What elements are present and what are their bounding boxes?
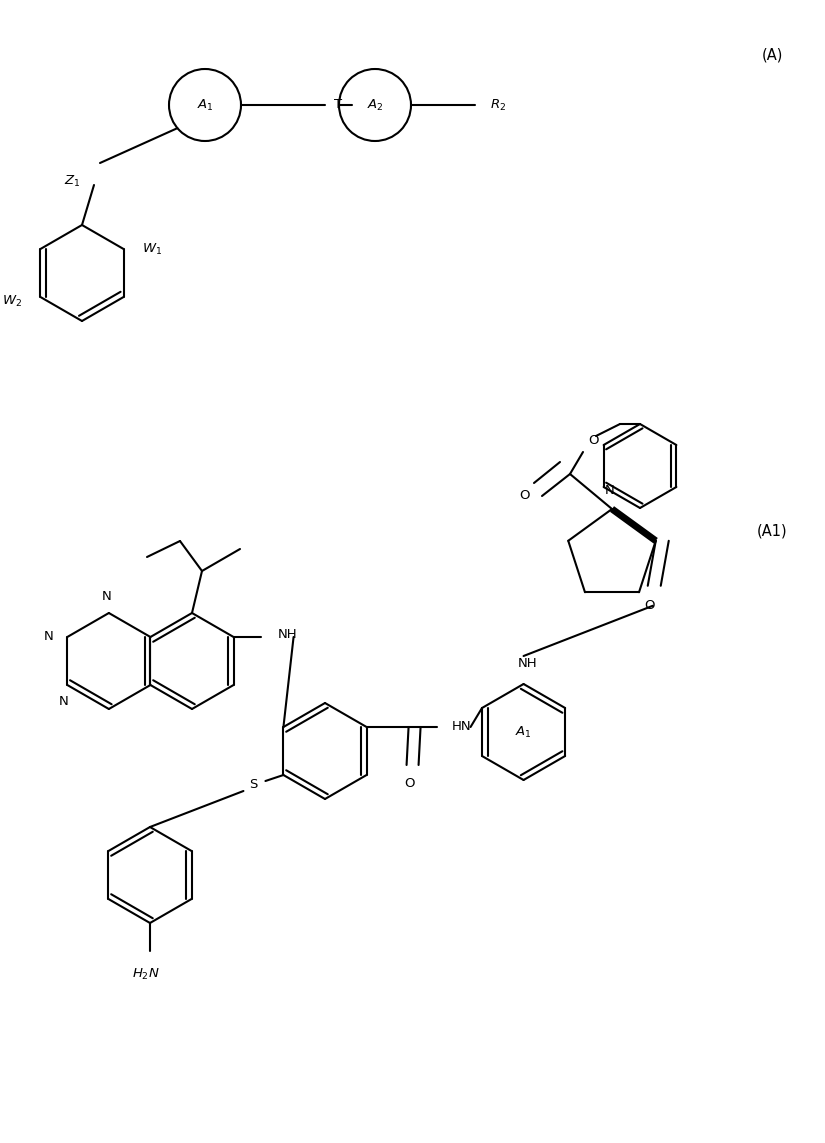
Text: $A_2$: $A_2$ [366, 97, 384, 112]
Text: $A_1$: $A_1$ [515, 725, 532, 740]
Text: O: O [644, 599, 655, 612]
Text: (A): (A) [761, 48, 783, 63]
Text: O: O [520, 489, 530, 503]
Text: $H_2N$: $H_2N$ [132, 967, 160, 982]
Text: $W_2$: $W_2$ [2, 294, 22, 309]
Text: N: N [102, 590, 111, 604]
Text: O: O [404, 777, 415, 790]
Text: (A1): (A1) [757, 523, 787, 538]
Text: N: N [605, 483, 615, 497]
Text: N: N [44, 631, 54, 644]
Text: $W_1$: $W_1$ [142, 241, 162, 256]
Text: NH: NH [518, 657, 537, 670]
Text: HN: HN [451, 720, 471, 734]
Text: NH: NH [277, 629, 297, 641]
Text: T: T [334, 98, 342, 112]
Text: S: S [249, 778, 257, 791]
Text: $A_1$: $A_1$ [196, 97, 214, 112]
Text: N: N [59, 695, 68, 708]
Text: O: O [588, 433, 598, 447]
Text: $Z_1$: $Z_1$ [64, 174, 80, 189]
Text: $R_2$: $R_2$ [490, 97, 506, 112]
